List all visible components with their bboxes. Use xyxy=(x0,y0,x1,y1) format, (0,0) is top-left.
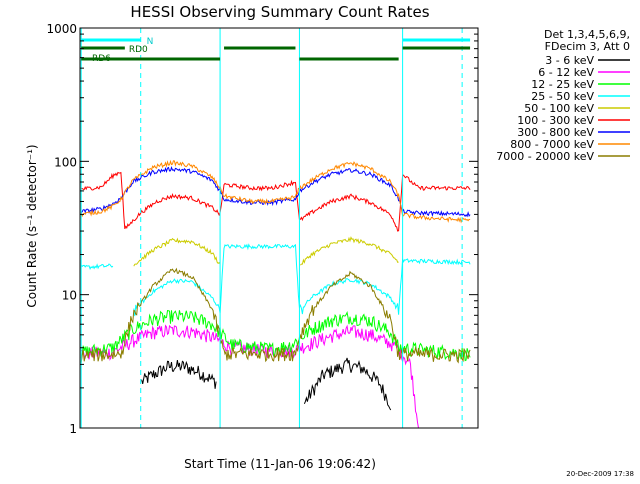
legend-label-7: 800 - 7000 keV xyxy=(510,138,594,151)
legend-header-line-1: Det 1,3,4,5,6,9, xyxy=(544,28,630,41)
flag-label-n: N xyxy=(147,37,154,47)
series-line-8 xyxy=(80,267,471,364)
legend-label-8: 7000 - 20000 keV xyxy=(496,150,594,163)
series-line-0 xyxy=(141,357,392,411)
series-line-7 xyxy=(80,159,471,224)
flag-label-rd0: RD0 xyxy=(129,45,148,55)
legend-header-line-2: FDecim 3, Att 0 xyxy=(545,40,630,53)
flag-label-rd6: RD6 xyxy=(92,54,111,64)
y-tick-label: 1000 xyxy=(46,22,77,36)
legend-label-2: 12 - 25 keV xyxy=(531,78,594,91)
series-line-3 xyxy=(80,243,471,317)
legend-label-4: 50 - 100 keV xyxy=(524,102,594,115)
y-tick-label: 10 xyxy=(62,289,77,303)
footer-date: 20-Dec-2009 17:38 xyxy=(566,470,634,478)
legend-label-0: 3 - 6 keV xyxy=(545,54,594,67)
x-axis-label: Start Time (11-Jan-06 19:06:42) xyxy=(184,457,376,471)
legend-label-1: 6 - 12 keV xyxy=(538,66,594,79)
chart-title: HESSI Observing Summary Count Rates xyxy=(130,3,429,21)
series-line-4 xyxy=(133,236,399,267)
y-tick-label: 1 xyxy=(69,422,77,436)
y-tick-label: 100 xyxy=(54,155,77,169)
legend-label-5: 100 - 300 keV xyxy=(517,114,594,127)
legend-label-3: 25 - 50 keV xyxy=(531,90,594,103)
y-axis-label: Count Rate (s⁻¹ detector⁻¹) xyxy=(25,144,39,307)
plot-frame xyxy=(79,27,479,429)
legend-label-6: 300 - 800 keV xyxy=(517,126,594,139)
plot-area: NRD0RD6110100100019:1519:3019:4520:0020:… xyxy=(46,22,630,436)
series-line-1 xyxy=(80,324,419,429)
series-line-5 xyxy=(81,171,471,232)
